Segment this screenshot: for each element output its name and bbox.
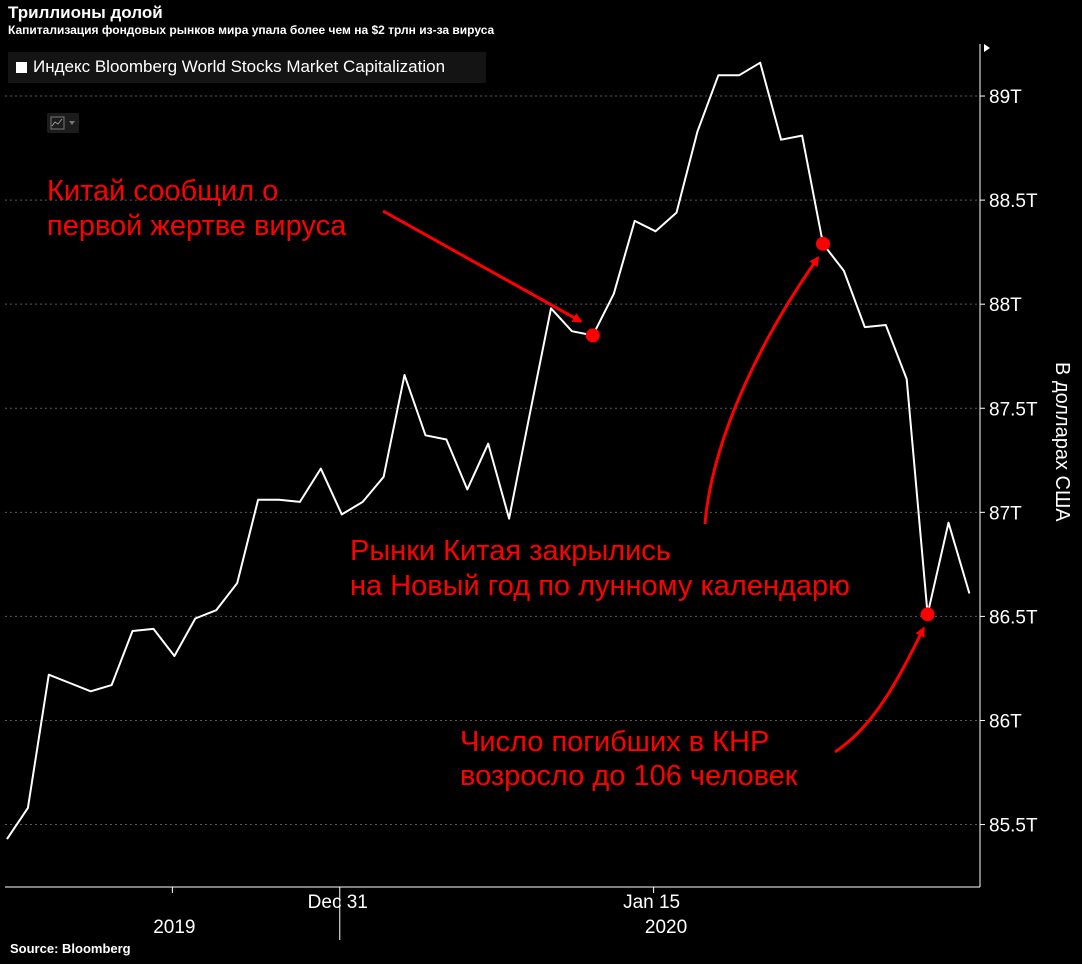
year-label-1: 2020 xyxy=(645,917,687,938)
annotation-0-line2: первой жертве вируса xyxy=(47,210,347,242)
annotation-arrow-2 xyxy=(834,626,925,754)
y-axis-title-text: В долларах США xyxy=(1051,362,1073,522)
line-chart-icon xyxy=(50,116,75,130)
x-axis-ticks: Dec 31 Jan 15 2019 2020 xyxy=(153,887,687,940)
source-note: Source: Bloomberg xyxy=(10,941,131,956)
y-tick-label-7: 89T xyxy=(989,87,1022,108)
annotation-2-line2: возросло до 106 человек xyxy=(460,760,798,792)
y-tick-label-0: 85.5T xyxy=(989,816,1038,837)
chart-type-toggle[interactable] xyxy=(47,113,79,133)
y-axis-ticks: 85.5T 86T 86.5T 87T 87.5T 88T 88.5T 89T xyxy=(980,87,1038,837)
legend-label: Индекс Bloomberg World Stocks Market Cap… xyxy=(33,57,446,76)
series-line-0 xyxy=(6,61,971,840)
y-tick-label-2: 86.5T xyxy=(989,607,1038,628)
series-layer xyxy=(6,61,971,840)
x-tick-label-0: Dec 31 xyxy=(308,892,368,913)
annotation-arrow-1 xyxy=(703,256,820,525)
annotation-2-line1: Число погибших в КНР xyxy=(460,726,769,758)
x-tick-label-1: Jan 15 xyxy=(623,892,680,913)
highlight-point-1 xyxy=(815,236,830,251)
y-axis-end-arrow xyxy=(984,44,990,52)
year-label-0: 2019 xyxy=(153,917,195,938)
chevron-down-icon xyxy=(69,121,75,125)
y-tick-label-1: 86T xyxy=(989,711,1022,732)
y-tick-label-6: 88.5T xyxy=(989,191,1038,212)
y-tick-label-3: 87T xyxy=(989,503,1022,524)
annotation-arrow-0 xyxy=(382,209,583,323)
chart-title: Триллионы долой xyxy=(8,3,163,22)
axes xyxy=(5,44,990,888)
highlight-point-0 xyxy=(585,328,600,343)
highlight-points xyxy=(585,236,935,622)
chart-subtitle: Капитализация фондовых рынков мира упала… xyxy=(8,23,495,37)
annotation-1-line2: на Новый год по лунному календарю xyxy=(350,570,850,602)
y-tick-label-4: 87.5T xyxy=(989,399,1038,420)
y-axis-title: В долларах США xyxy=(1050,362,1080,582)
y-tick-label-5: 88T xyxy=(989,295,1022,316)
annotation-0-line1: Китай сообщил о xyxy=(47,175,278,207)
highlight-point-2 xyxy=(920,607,935,622)
legend: Индекс Bloomberg World Stocks Market Cap… xyxy=(8,52,486,83)
legend-swatch xyxy=(16,62,27,73)
annotation-1-line1: Рынки Китая закрылись xyxy=(350,535,671,567)
